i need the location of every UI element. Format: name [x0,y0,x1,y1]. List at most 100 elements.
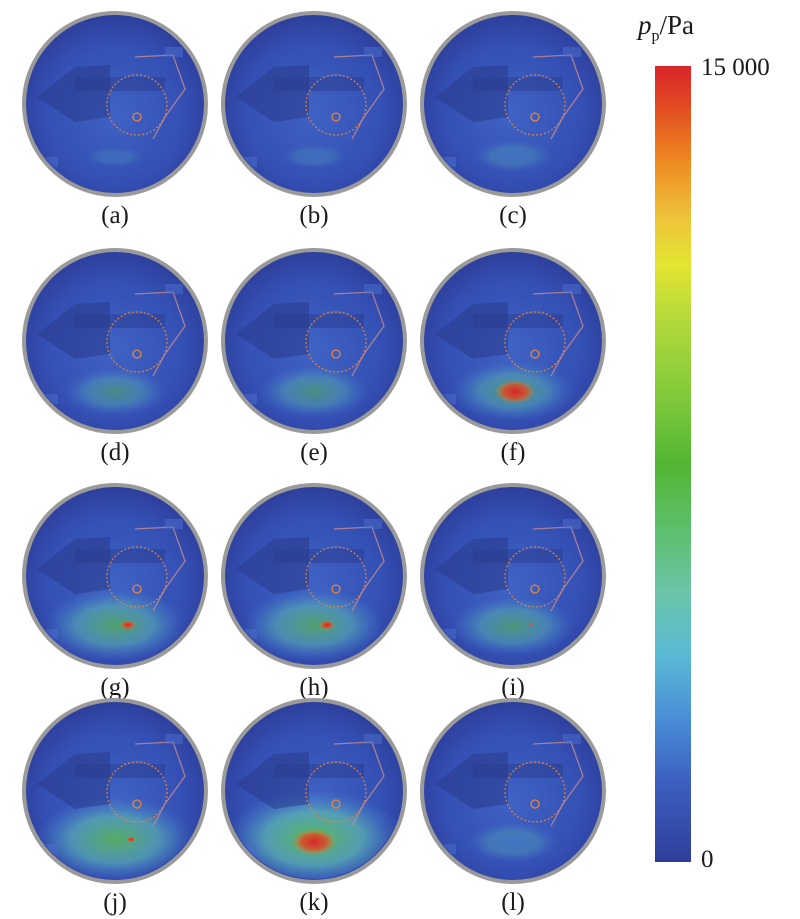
panel-label: (d) [100,439,130,466]
gear-housing [435,302,508,359]
shaft-marker [132,799,142,809]
pressure-pool [44,589,186,662]
shaft-marker [530,349,540,359]
colorbar-title: pp/Pa [638,10,778,45]
lever-arm [134,291,186,377]
tooth-block [364,47,382,57]
pressure-field [225,15,403,193]
tooth-block [438,394,456,404]
panel-label: (e) [300,439,328,466]
tooth-block [563,734,581,744]
pressure-hotspot [319,620,335,630]
crossbar [473,77,563,91]
gear-housing [37,537,110,594]
panel-label: (h) [299,674,329,701]
panel-label: (l) [501,889,525,916]
panel-label: (k) [299,889,329,916]
gear-housing [236,65,309,122]
pressure-hotspot [126,837,136,843]
panel-label: (a) [101,202,129,229]
gear-housing [435,537,508,594]
shaft-marker [530,584,540,594]
crossbar [473,549,563,563]
lever-arm [532,291,584,377]
colorbar-max-label: 15 000 [701,54,770,81]
pressure-pool [85,147,145,167]
gear-housing [37,752,110,809]
tooth-block [40,394,58,404]
contour-panel: (a) [15,7,215,232]
gear-outline [305,546,367,608]
gear-outline [305,74,367,136]
contour-panel: (b) [214,7,414,232]
shaft-marker [331,112,341,122]
gear-outline [106,311,168,373]
panel-label: (b) [299,202,329,229]
tooth-block [438,844,456,854]
shaft-marker [331,349,341,359]
gear-outline [106,546,168,608]
tooth-block [563,47,581,57]
colorbar-min-label: 0 [701,846,714,873]
crossbar [473,764,563,778]
panel-label: (j) [103,889,127,916]
pressure-pool [280,144,348,169]
tooth-block [239,157,257,167]
lever-arm [532,54,584,140]
pressure-pool [259,365,369,418]
tooth-block [563,519,581,529]
gear-outline [106,74,168,136]
pressure-hotspot [120,620,136,630]
lever-arm [134,54,186,140]
tooth-block [239,394,257,404]
shaft-marker [530,799,540,809]
contour-panel: (f) [413,244,613,469]
pressure-pool [467,822,559,863]
tooth-block [165,47,183,57]
lever-arm [333,291,385,377]
crossbar [75,764,165,778]
colorbar-subscript: p [651,27,660,45]
pressure-field [424,15,602,193]
crossbar [75,77,165,91]
contour-panel: (c) [413,7,613,232]
lever-arm [333,526,385,612]
crossbar [274,314,364,328]
pressure-hotspot [528,623,534,626]
gear-housing [37,302,110,359]
gear-housing [236,302,309,359]
contour-panel: (l) [413,694,613,919]
lever-arm [532,526,584,612]
crossbar [274,549,364,563]
panel-label: (g) [100,674,130,701]
lever-arm [532,741,584,827]
pressure-pool [243,589,385,662]
lever-arm [134,526,186,612]
contour-panel: (g) [15,479,215,704]
tooth-block [165,284,183,294]
tooth-block [40,844,58,854]
tooth-block [563,284,581,294]
gear-outline [305,311,367,373]
panel-label: (i) [501,674,525,701]
pressure-field [424,702,602,880]
gear-housing [435,752,508,809]
gear-housing [435,65,508,122]
gear-outline [504,311,566,373]
crossbar [75,549,165,563]
tooth-block [40,629,58,639]
pressure-field [26,15,204,193]
crossbar [473,314,563,328]
pressure-pool [473,140,553,173]
gear-housing [236,752,309,809]
tooth-block [364,734,382,744]
contour-panel: (d) [15,244,215,469]
contour-panel: (j) [15,694,215,919]
pressure-hotspot [292,829,336,855]
lever-arm [333,54,385,140]
tooth-block [364,284,382,294]
gear-outline [305,761,367,823]
shaft-marker [132,584,142,594]
gear-outline [106,761,168,823]
